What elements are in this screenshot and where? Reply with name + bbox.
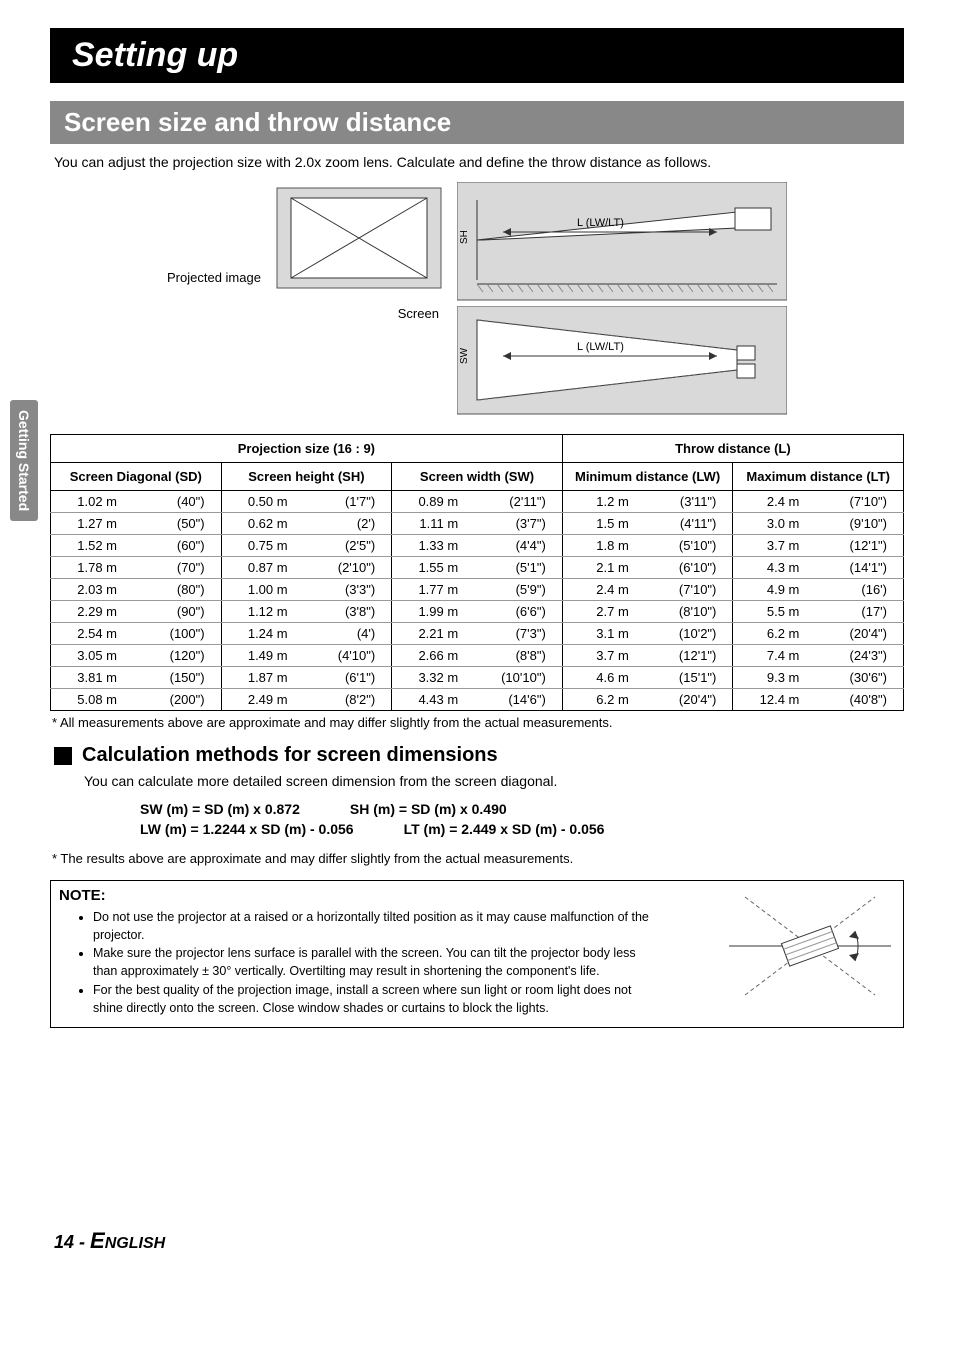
- table-row: 1.52 m(60")0.75 m(2'5")1.33 m(4'4")1.8 m…: [51, 535, 904, 557]
- cell-lw: 4.6 m(15'1"): [562, 667, 733, 689]
- tilt-diagram-icon: [725, 891, 895, 1001]
- table-row: 1.02 m(40")0.50 m(1'7")0.89 m(2'11")1.2 …: [51, 491, 904, 513]
- cell-sw: 1.55 m(5'1"): [392, 557, 563, 579]
- formula-sh: SH (m) = SD (m) x 0.490: [350, 801, 507, 817]
- diagram: Projected image Screen SH L (LW/LT): [50, 182, 904, 416]
- section-title: Screen size and throw distance: [50, 101, 904, 144]
- col-sd: Screen Diagonal (SD): [51, 463, 222, 491]
- cell-lt: 9.3 m(30'6"): [733, 667, 904, 689]
- cell-sw: 0.89 m(2'11"): [392, 491, 563, 513]
- cell-lw: 1.8 m(5'10"): [562, 535, 733, 557]
- screen-diagram-icon: [269, 182, 449, 302]
- cell-sh: 1.24 m(4'): [221, 623, 392, 645]
- cell-sh: 1.00 m(3'3"): [221, 579, 392, 601]
- cell-sd: 1.78 m(70"): [51, 557, 222, 579]
- cell-sd: 2.54 m(100"): [51, 623, 222, 645]
- screen-label: Screen: [398, 306, 439, 321]
- cell-sw: 1.11 m(3'7"): [392, 513, 563, 535]
- page-number: 14 - ENGLISH: [54, 1228, 904, 1254]
- throw-top-diagram-icon: SH L (LW/LT): [457, 182, 787, 302]
- cell-sw: 2.21 m(7'3"): [392, 623, 563, 645]
- cell-lw: 3.7 m(12'1"): [562, 645, 733, 667]
- cell-lt: 4.3 m(14'1"): [733, 557, 904, 579]
- cell-sd: 3.05 m(120"): [51, 645, 222, 667]
- note-item: Do not use the projector at a raised or …: [93, 908, 653, 944]
- footnote-2: * The results above are approximate and …: [52, 851, 902, 866]
- table-row: 1.27 m(50")0.62 m(2')1.11 m(3'7")1.5 m(4…: [51, 513, 904, 535]
- cell-sh: 0.75 m(2'5"): [221, 535, 392, 557]
- cell-sh: 2.49 m(8'2"): [221, 689, 392, 711]
- svg-text:L (LW/LT): L (LW/LT): [577, 217, 624, 229]
- cell-lw: 3.1 m(10'2"): [562, 623, 733, 645]
- cell-sd: 1.02 m(40"): [51, 491, 222, 513]
- throw-side-diagram-icon: SW L (LW/LT): [457, 306, 787, 416]
- side-tab: Getting Started: [10, 400, 38, 521]
- cell-sw: 4.43 m(14'6"): [392, 689, 563, 711]
- cell-sw: 1.33 m(4'4"): [392, 535, 563, 557]
- note-box: NOTE: Do not use the projector at a rais…: [50, 880, 904, 1028]
- cell-lt: 6.2 m(20'4"): [733, 623, 904, 645]
- col-lt: Maximum distance (LT): [733, 463, 904, 491]
- cell-sw: 2.66 m(8'8"): [392, 645, 563, 667]
- intro-text: You can adjust the projection size with …: [54, 154, 900, 170]
- cell-lt: 4.9 m(16'): [733, 579, 904, 601]
- svg-text:SW: SW: [459, 347, 470, 364]
- cell-sw: 3.32 m(10'10"): [392, 667, 563, 689]
- cell-sh: 0.50 m(1'7"): [221, 491, 392, 513]
- cell-lw: 2.1 m(6'10"): [562, 557, 733, 579]
- note-item: Make sure the projector lens surface is …: [93, 944, 653, 980]
- cell-lt: 5.5 m(17'): [733, 601, 904, 623]
- cell-lw: 1.5 m(4'11"): [562, 513, 733, 535]
- cell-lt: 3.0 m(9'10"): [733, 513, 904, 535]
- note-item: For the best quality of the projection i…: [93, 981, 653, 1017]
- cell-sd: 1.52 m(60"): [51, 535, 222, 557]
- sub-bullet-icon: [54, 747, 72, 765]
- cell-sh: 0.87 m(2'10"): [221, 557, 392, 579]
- cell-sw: 1.77 m(5'9"): [392, 579, 563, 601]
- table-row: 2.29 m(90")1.12 m(3'8")1.99 m(6'6")2.7 m…: [51, 601, 904, 623]
- table-row: 2.03 m(80")1.00 m(3'3")1.77 m(5'9")2.4 m…: [51, 579, 904, 601]
- cell-sd: 2.03 m(80"): [51, 579, 222, 601]
- table-row: 3.81 m(150")1.87 m(6'1")3.32 m(10'10")4.…: [51, 667, 904, 689]
- projected-label: Projected image: [167, 270, 261, 285]
- cell-sh: 1.87 m(6'1"): [221, 667, 392, 689]
- col-lw: Minimum distance (LW): [562, 463, 733, 491]
- table-row: 5.08 m(200")2.49 m(8'2")4.43 m(14'6")6.2…: [51, 689, 904, 711]
- calc-description: You can calculate more detailed screen d…: [84, 773, 904, 789]
- table-group-throw: Throw distance (L): [562, 435, 903, 463]
- cell-lt: 12.4 m(40'8"): [733, 689, 904, 711]
- cell-lt: 7.4 m(24'3"): [733, 645, 904, 667]
- col-sw: Screen width (SW): [392, 463, 563, 491]
- formula-sw: SW (m) = SD (m) x 0.872: [140, 801, 300, 817]
- formula-lw: LW (m) = 1.2244 x SD (m) - 0.056: [140, 821, 354, 837]
- table-row: 2.54 m(100")1.24 m(4')2.21 m(7'3")3.1 m(…: [51, 623, 904, 645]
- svg-text:SH: SH: [459, 230, 470, 244]
- page-title: Setting up: [50, 28, 904, 83]
- formula-lt: LT (m) = 2.449 x SD (m) - 0.056: [404, 821, 605, 837]
- cell-lw: 2.4 m(7'10"): [562, 579, 733, 601]
- cell-sd: 3.81 m(150"): [51, 667, 222, 689]
- cell-sh: 1.49 m(4'10"): [221, 645, 392, 667]
- cell-sh: 0.62 m(2'): [221, 513, 392, 535]
- cell-sd: 5.08 m(200"): [51, 689, 222, 711]
- cell-lw: 6.2 m(20'4"): [562, 689, 733, 711]
- sub-heading: Calculation methods for screen dimension…: [82, 744, 498, 767]
- cell-sh: 1.12 m(3'8"): [221, 601, 392, 623]
- cell-lt: 3.7 m(12'1"): [733, 535, 904, 557]
- cell-lw: 1.2 m(3'11"): [562, 491, 733, 513]
- table-row: 1.78 m(70")0.87 m(2'10")1.55 m(5'1")2.1 …: [51, 557, 904, 579]
- col-sh: Screen height (SH): [221, 463, 392, 491]
- dimensions-table: Projection size (16 : 9) Throw distance …: [50, 434, 904, 711]
- cell-sw: 1.99 m(6'6"): [392, 601, 563, 623]
- cell-lw: 2.7 m(8'10"): [562, 601, 733, 623]
- table-row: 3.05 m(120")1.49 m(4'10")2.66 m(8'8")3.7…: [51, 645, 904, 667]
- footnote-1: * All measurements above are approximate…: [52, 715, 902, 730]
- svg-text:L (LW/LT): L (LW/LT): [577, 341, 624, 353]
- cell-sd: 2.29 m(90"): [51, 601, 222, 623]
- cell-lt: 2.4 m(7'10"): [733, 491, 904, 513]
- cell-sd: 1.27 m(50"): [51, 513, 222, 535]
- table-group-projection: Projection size (16 : 9): [51, 435, 563, 463]
